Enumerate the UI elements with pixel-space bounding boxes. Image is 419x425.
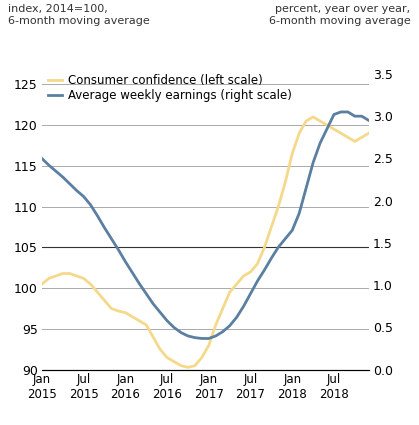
Text: index, 2014=100,
6-month moving average: index, 2014=100, 6-month moving average	[8, 4, 150, 26]
Text: percent, year over year,
6-month moving average: percent, year over year, 6-month moving …	[269, 4, 411, 26]
Legend: Consumer confidence (left scale), Average weekly earnings (right scale): Consumer confidence (left scale), Averag…	[48, 74, 292, 102]
